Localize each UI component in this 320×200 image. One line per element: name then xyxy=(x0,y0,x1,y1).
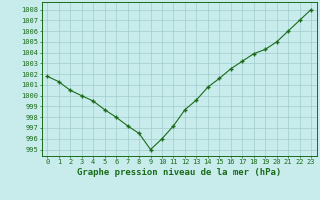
X-axis label: Graphe pression niveau de la mer (hPa): Graphe pression niveau de la mer (hPa) xyxy=(77,168,281,177)
